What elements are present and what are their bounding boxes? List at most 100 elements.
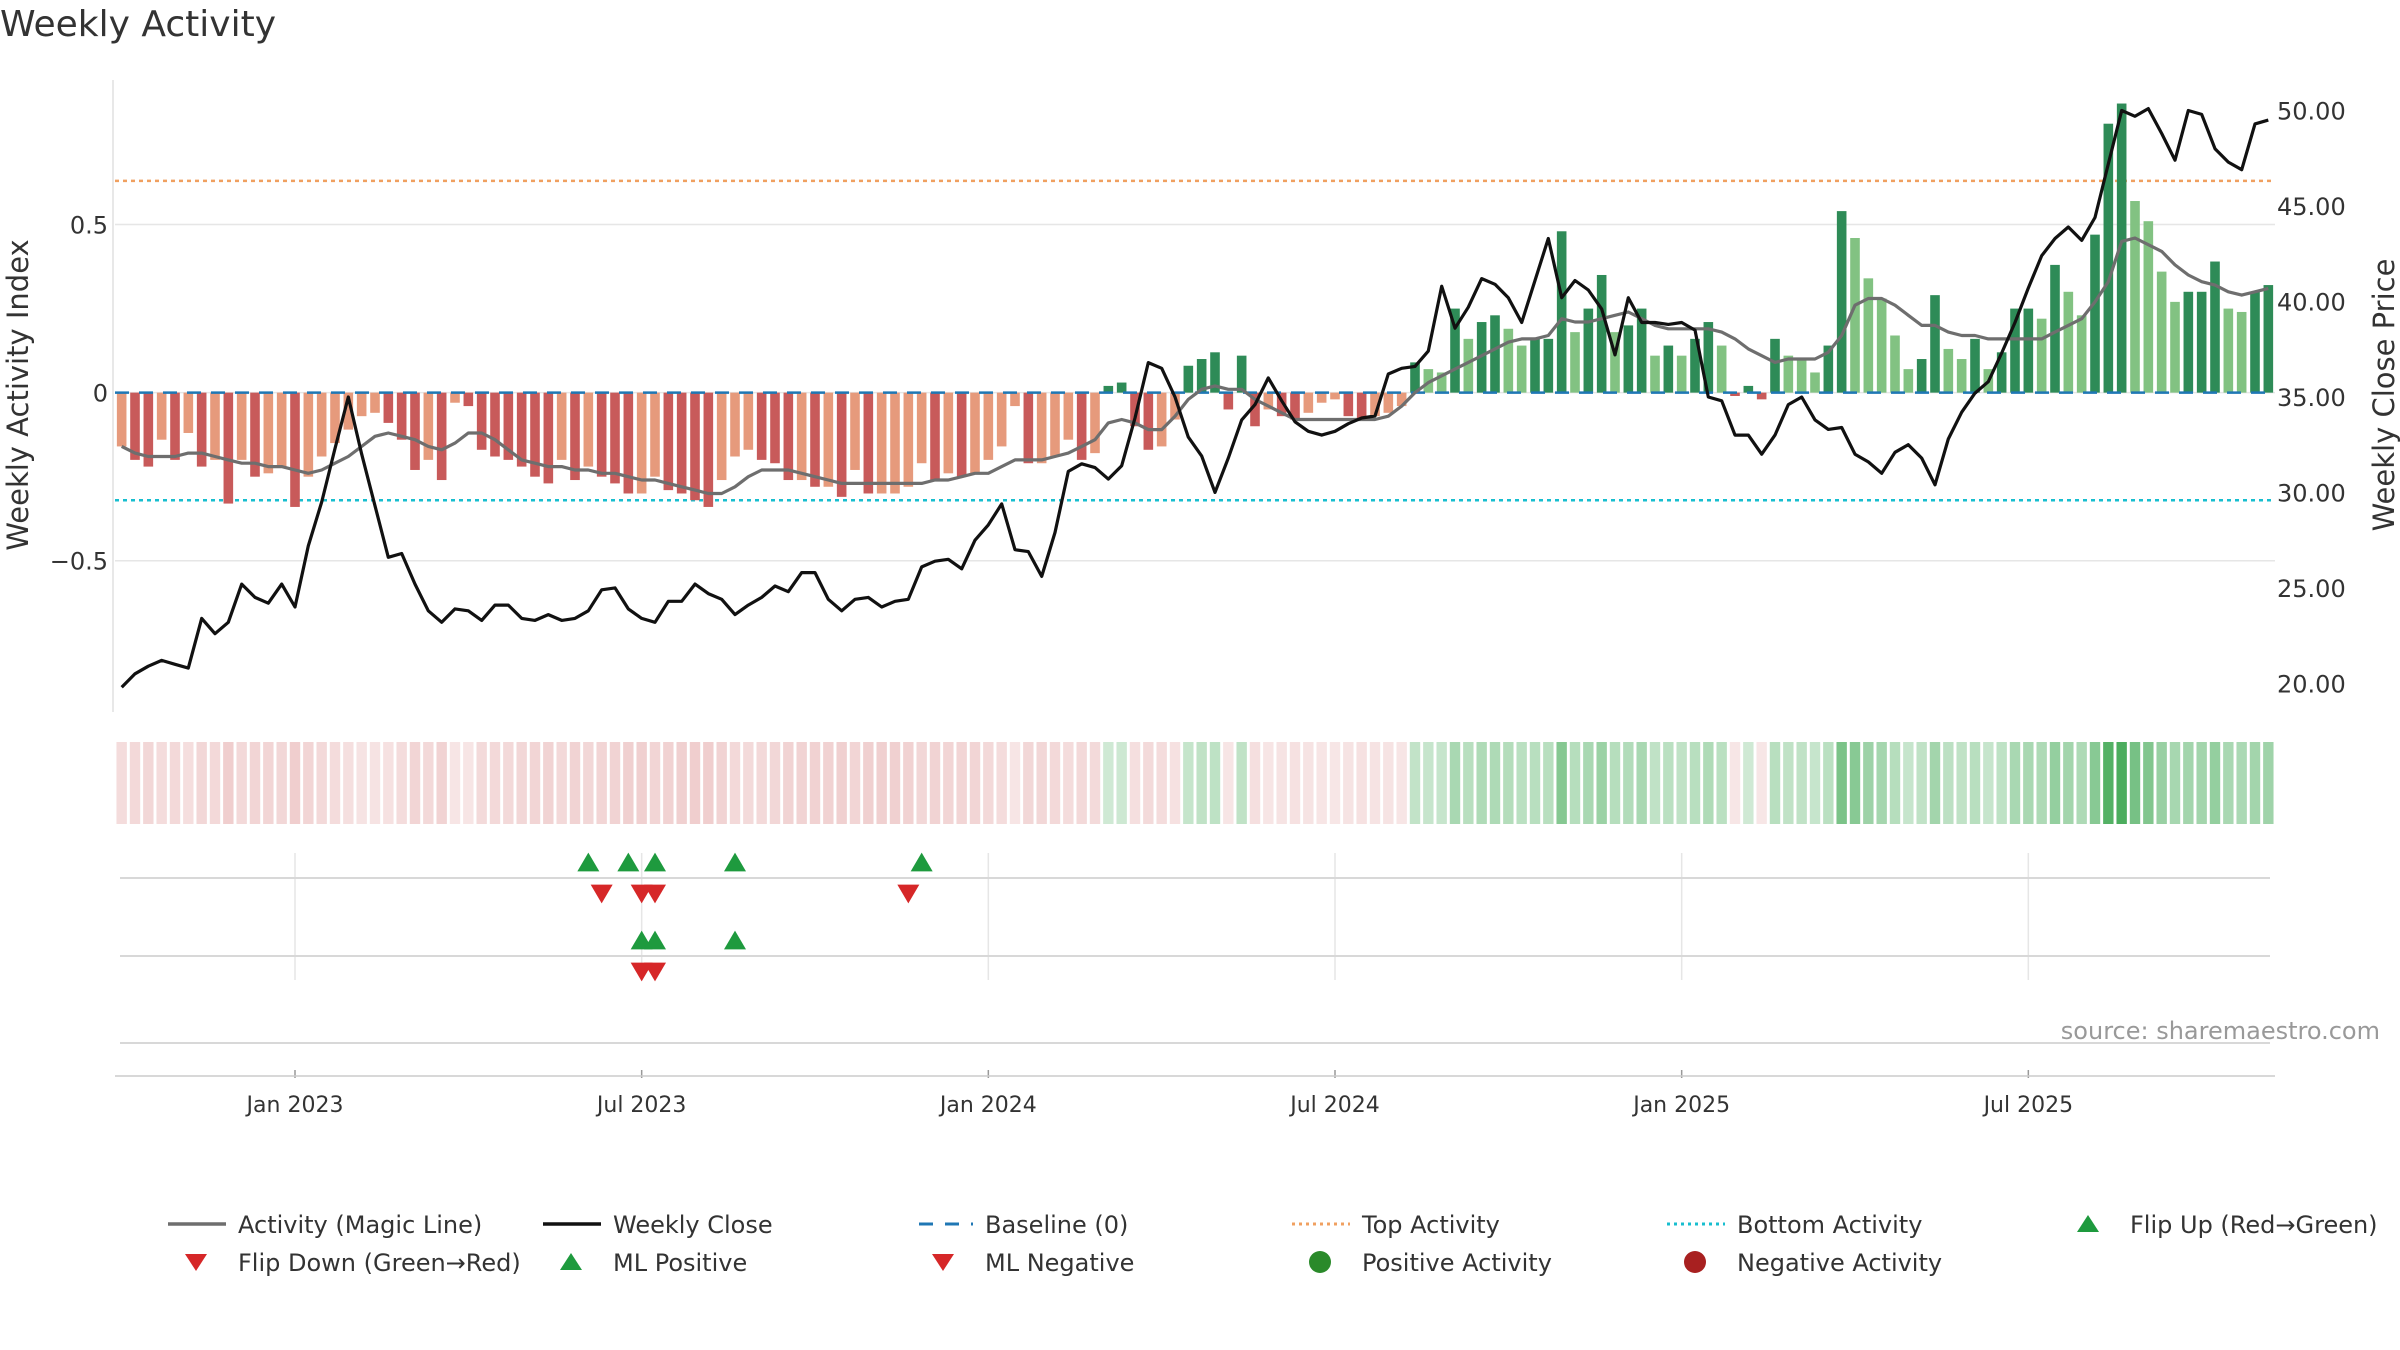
heat-cell [249, 742, 261, 824]
heat-cell [396, 742, 407, 824]
legend-label: Weekly Close [613, 1211, 773, 1239]
activity-bar [116, 392, 127, 447]
weekly-close-line [120, 106, 2269, 689]
activity-bar [1210, 352, 1220, 393]
activity-bar [1503, 328, 1514, 393]
activity-bar [303, 392, 314, 477]
activity-bar [556, 392, 567, 460]
heat-cell [956, 742, 967, 824]
heat-cell [2249, 742, 2261, 824]
activity-bar [1636, 308, 1647, 393]
heat-cell [609, 742, 621, 824]
activity-bar [970, 392, 980, 474]
heat-cell [743, 742, 754, 824]
activity-bar [2050, 264, 2060, 393]
heat-cell [836, 742, 847, 824]
flip-up-marker [644, 852, 666, 872]
chart-title: Weekly Activity [0, 4, 277, 45]
activity-bar [716, 392, 727, 481]
heat-cell [276, 742, 287, 824]
activity-bar [370, 392, 380, 413]
heat-cell [756, 742, 767, 824]
heat-cell [1769, 742, 1781, 824]
ml-negative-marker [644, 962, 666, 982]
signal-rows [120, 852, 2270, 1044]
activity-bar [996, 392, 1007, 447]
activity-bar [170, 392, 180, 460]
activity-bars [116, 103, 2274, 507]
activity-bar [2063, 291, 2074, 393]
heat-cell [463, 742, 474, 824]
heat-cell [983, 742, 994, 824]
legend-label: Top Activity [1361, 1211, 1500, 1239]
heat-cell [649, 742, 661, 824]
heat-cell [689, 742, 701, 824]
magic-line [120, 236, 2269, 496]
heat-cell [663, 742, 674, 824]
activity-bar [156, 392, 167, 440]
activity-bar [2223, 308, 2234, 393]
heat-cell [529, 742, 541, 824]
activity-bar [1610, 332, 1620, 393]
heat-cell [1903, 742, 1914, 824]
activity-bar [810, 392, 820, 487]
heat-cell [1889, 742, 1901, 824]
heat-cell [903, 742, 914, 824]
heat-cell [1609, 742, 1621, 824]
activity-bar [356, 392, 367, 417]
heat-cell [2223, 742, 2234, 824]
activity-bar [1196, 359, 1207, 393]
legend-label: Activity (Magic Line) [238, 1211, 482, 1239]
activity-bar [663, 392, 674, 491]
activity-bar [516, 392, 527, 467]
heat-cell [1823, 742, 1834, 824]
heat-cell [1689, 742, 1701, 824]
activity-bar [343, 392, 354, 430]
heat-cell [1409, 742, 1421, 824]
heat-cell [1943, 742, 1954, 824]
heat-cell [1236, 742, 1247, 824]
x-tick-label: Jul 2024 [1288, 1093, 1380, 1118]
grid-layer [115, 179, 2275, 980]
right-tick-label: 40.00 [2277, 288, 2346, 316]
activity-bar [1530, 338, 1540, 393]
source-label: source: sharemaestro.com [2061, 1017, 2380, 1045]
activity-bar [183, 392, 194, 433]
activity-bar [1583, 308, 1594, 393]
activity-bar [1930, 295, 1940, 393]
activity-bar [2010, 308, 2020, 393]
heat-cell [2129, 742, 2141, 824]
activity-bar [1596, 274, 1607, 393]
activity-bar [583, 392, 594, 467]
activity-bar [2210, 261, 2220, 393]
activity-bar [756, 392, 767, 460]
activity-bar [610, 392, 620, 484]
heat-cell [143, 742, 154, 824]
activity-bar [2076, 315, 2087, 393]
heat-cell [929, 742, 941, 824]
activity-bar [1343, 392, 1354, 417]
activity-bar [1156, 392, 1167, 447]
activity-bar [1836, 211, 1847, 393]
heat-cell [1663, 742, 1674, 824]
activity-bar [2250, 291, 2260, 393]
activity-bar [1450, 308, 1460, 393]
heat-cell [1183, 742, 1194, 824]
activity-bar [1130, 392, 1140, 427]
right-tick-label: 30.00 [2277, 479, 2346, 507]
heat-cell [1703, 742, 1714, 824]
activity-bar [2130, 201, 2140, 393]
activity-bar [1303, 392, 1314, 413]
x-tick-label: Jan 2025 [1631, 1093, 1730, 1118]
activity-bar [1730, 392, 1740, 396]
heat-cell [183, 742, 194, 824]
activity-bar [703, 392, 714, 507]
heat-cell [716, 742, 727, 824]
heat-cell [1996, 742, 2007, 824]
flip-down-marker [590, 884, 613, 904]
activity-bar [1076, 392, 1087, 460]
left-tick-label: 0.5 [70, 212, 108, 240]
heat-cell [129, 742, 141, 824]
right-tick-label: 50.00 [2277, 98, 2346, 126]
